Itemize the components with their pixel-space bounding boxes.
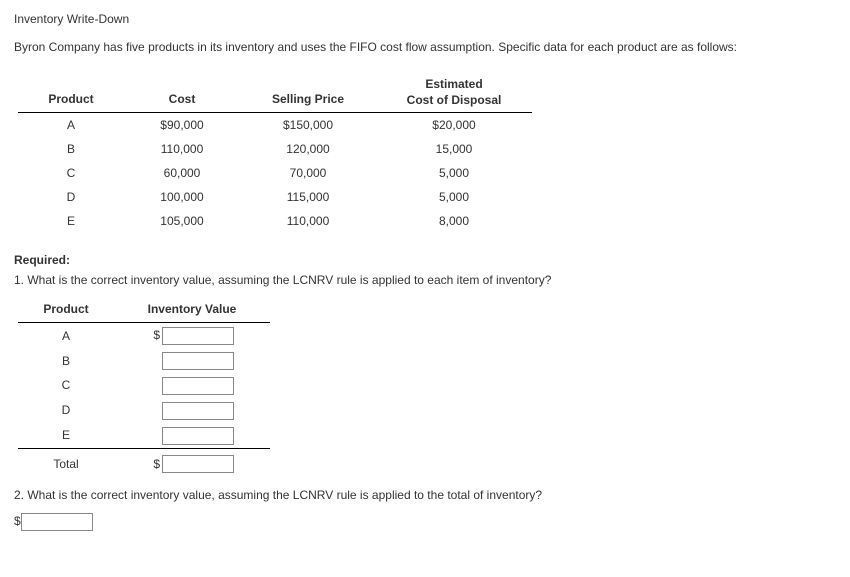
inv-row: B bbox=[18, 348, 270, 373]
header-product: Product bbox=[18, 74, 124, 113]
dollar-sign: $ bbox=[14, 512, 21, 530]
data-table-body: A $90,000 $150,000 $20,000 B 110,000 120… bbox=[18, 113, 532, 234]
table-row: D 100,000 115,000 5,000 bbox=[18, 185, 532, 209]
header-disposal-line1: Estimated bbox=[425, 77, 482, 91]
inventory-value-input-a[interactable] bbox=[162, 327, 234, 345]
cell-product: C bbox=[18, 161, 124, 185]
cell-disposal: 5,000 bbox=[376, 185, 532, 209]
inv-row: A $ bbox=[18, 323, 270, 348]
header-disposal: Estimated Cost of Disposal bbox=[376, 74, 532, 113]
inv-cell-product: A bbox=[18, 323, 114, 348]
cell-selling-price: 70,000 bbox=[240, 161, 376, 185]
inventory-value-input-d[interactable] bbox=[162, 402, 234, 420]
inv-cell-product: B bbox=[18, 348, 114, 373]
cell-selling-price: 115,000 bbox=[240, 185, 376, 209]
cell-cost: 60,000 bbox=[124, 161, 240, 185]
dollar-sign: $ bbox=[150, 326, 160, 344]
cell-cost: $90,000 bbox=[124, 113, 240, 138]
inv-cell-product: E bbox=[18, 423, 114, 448]
header-selling-price: Selling Price bbox=[240, 74, 376, 113]
inventory-value-input-c[interactable] bbox=[162, 377, 234, 395]
table-row: E 105,000 110,000 8,000 bbox=[18, 209, 532, 233]
header-disposal-line2: Cost of Disposal bbox=[407, 93, 502, 107]
required-label: Required: bbox=[14, 251, 836, 269]
cell-disposal: 8,000 bbox=[376, 209, 532, 233]
cell-disposal: 5,000 bbox=[376, 161, 532, 185]
cell-disposal: 15,000 bbox=[376, 137, 532, 161]
question-1-text: 1. What is the correct inventory value, … bbox=[14, 271, 836, 289]
inv-header-product: Product bbox=[18, 297, 114, 323]
inv-row: E bbox=[18, 423, 270, 448]
cell-product: A bbox=[18, 113, 124, 138]
inv-row: D bbox=[18, 398, 270, 423]
inventory-value-input-total[interactable] bbox=[162, 455, 234, 473]
cell-product: E bbox=[18, 209, 124, 233]
inv-row: C bbox=[18, 373, 270, 398]
table-row: C 60,000 70,000 5,000 bbox=[18, 161, 532, 185]
question-2-text: 2. What is the correct inventory value, … bbox=[14, 486, 836, 504]
cell-product: B bbox=[18, 137, 124, 161]
table-row: A $90,000 $150,000 $20,000 bbox=[18, 113, 532, 138]
inventory-value-input-b[interactable] bbox=[162, 352, 234, 370]
table-row: B 110,000 120,000 15,000 bbox=[18, 137, 532, 161]
inventory-value-table: Product Inventory Value A $ B C D bbox=[18, 297, 270, 476]
dollar-sign: $ bbox=[150, 455, 160, 473]
page-title: Inventory Write-Down bbox=[14, 10, 836, 28]
q2-inventory-value-input[interactable] bbox=[21, 513, 93, 531]
cell-cost: 110,000 bbox=[124, 137, 240, 161]
intro-text: Byron Company has five products in its i… bbox=[14, 38, 836, 56]
header-cost: Cost bbox=[124, 74, 240, 113]
inv-header-value: Inventory Value bbox=[114, 297, 270, 323]
inv-cell-product: C bbox=[18, 373, 114, 398]
cell-disposal: $20,000 bbox=[376, 113, 532, 138]
inv-cell-product: D bbox=[18, 398, 114, 423]
cell-selling-price: $150,000 bbox=[240, 113, 376, 138]
inventory-value-input-e[interactable] bbox=[162, 427, 234, 445]
cell-cost: 105,000 bbox=[124, 209, 240, 233]
cell-selling-price: 120,000 bbox=[240, 137, 376, 161]
cell-product: D bbox=[18, 185, 124, 209]
product-data-table: Product Cost Selling Price Estimated Cos… bbox=[18, 74, 532, 233]
inv-total-row: Total $ bbox=[18, 448, 270, 476]
inv-total-label: Total bbox=[18, 448, 114, 476]
cell-selling-price: 110,000 bbox=[240, 209, 376, 233]
cell-cost: 100,000 bbox=[124, 185, 240, 209]
